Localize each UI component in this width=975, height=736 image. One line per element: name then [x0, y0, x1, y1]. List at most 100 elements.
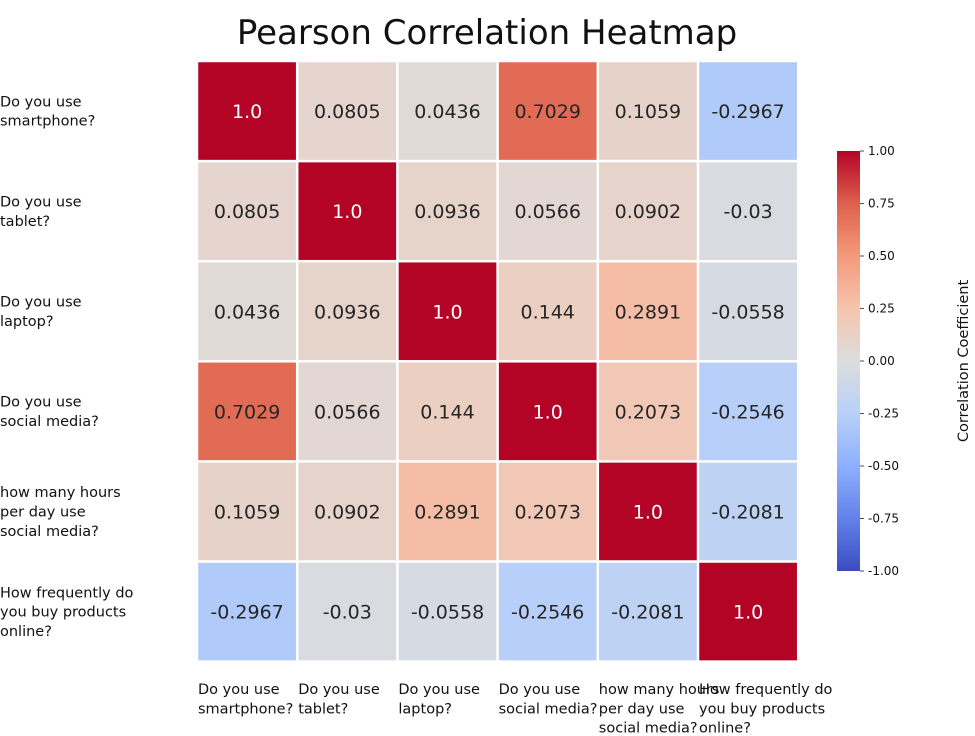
cell-value-label: -0.2967 [210, 602, 283, 624]
heatmap-cell [298, 562, 397, 661]
cell-value-label: 0.144 [520, 301, 574, 323]
colorbar-tick-label: -0.50 [868, 459, 899, 473]
cell-value-label: 0.2891 [414, 501, 480, 523]
column-label: Do you use smartphone? [198, 682, 293, 717]
heatmap-cell [498, 462, 597, 561]
cell-value-label: -0.2546 [711, 401, 784, 423]
heatmap-cell [398, 362, 497, 461]
colorbar-tick-label: 1.00 [868, 144, 895, 158]
colorbar-label: Correlation Coefficient [956, 280, 972, 443]
cell-value-label: 1.0 [432, 301, 462, 323]
colorbar-tick-label: 0.50 [868, 249, 895, 263]
heatmap-cell [398, 462, 497, 561]
colorbar-tick-label: -1.00 [868, 564, 899, 578]
heatmap-cell [498, 562, 597, 661]
row-label: Do you use social media? [0, 395, 99, 430]
heatmap-cell [699, 462, 797, 561]
heatmap-cell [198, 562, 296, 661]
heatmap-cell [699, 562, 797, 661]
heatmap-cell [599, 562, 697, 661]
row-label: how many hours per day use social media? [0, 485, 121, 540]
colorbar-ticks: 1.00 0.75 0.50 0.25 0.00 -0.25 -0.50 -0.75 -1.00 [860, 144, 899, 578]
cell-value-label: 0.2073 [615, 401, 681, 423]
heatmap-cell [599, 362, 697, 461]
cell-value-label: 0.1059 [615, 101, 681, 123]
heatmap-cell [498, 362, 597, 461]
cell-value-label: 0.7029 [214, 401, 280, 423]
column-label: Do you use laptop? [398, 682, 480, 717]
cell-value-label: 1.0 [332, 201, 362, 223]
cell-value-label: -0.2081 [711, 501, 784, 523]
heatmap-cell [599, 62, 697, 160]
cell-value-label: 0.0566 [514, 201, 580, 223]
colorbar-tick-label: 0.75 [868, 197, 895, 211]
cell-value-label: 0.0936 [314, 301, 380, 323]
cell-value-label: -0.0558 [411, 602, 484, 624]
heatmap-cell [298, 262, 397, 361]
heatmap-cell [599, 262, 697, 361]
heatmap-cells: 1.0 0.0805 0.0436 0.7029 0.1059 -0.2967 0.0805… [198, 62, 797, 661]
row-label: Do you use tablet? [0, 195, 82, 230]
cell-value-label: 0.0936 [414, 201, 480, 223]
heatmap-cell [398, 162, 497, 260]
heatmap-cell [398, 562, 497, 661]
colorbar-gradient [837, 151, 860, 571]
row-labels: Do you use smartphone? Do you use tablet? Do… [0, 94, 134, 639]
cell-value-label: 0.2891 [615, 301, 681, 323]
column-label: Do you use tablet? [298, 682, 380, 717]
cell-value-label: 0.1059 [214, 501, 280, 523]
heatmap-cell [298, 462, 397, 561]
cell-value-label: 0.2073 [514, 501, 580, 523]
heatmap-cell [699, 262, 797, 361]
cell-value-label: -0.2967 [711, 101, 784, 123]
column-label: Do you use social media? [499, 682, 598, 717]
heatmap-cell [298, 162, 397, 260]
colorbar-tick-label: 0.00 [868, 354, 895, 368]
heatmap-cell [198, 162, 296, 260]
cell-value-label: -0.03 [724, 201, 773, 223]
heatmap-cell [699, 162, 797, 260]
heatmap-cell [498, 262, 597, 361]
cell-value-label: 0.0902 [314, 501, 380, 523]
heatmap-cell [599, 162, 697, 260]
cell-value-label: -0.03 [323, 602, 372, 624]
column-label: How frequently do you buy products online? [699, 682, 833, 736]
cell-value-label: 0.0436 [214, 301, 280, 323]
cell-value-label: 1.0 [533, 401, 563, 423]
row-label: Do you use smartphone? [0, 94, 95, 129]
heatmap-cell [398, 62, 497, 160]
heatmap-cell [599, 462, 697, 561]
heatmap-cell [498, 62, 597, 160]
colorbar: 1.00 0.75 0.50 0.25 0.00 -0.25 -0.50 -0.75 -1.00… [837, 144, 972, 578]
cell-value-label: 0.0805 [314, 101, 380, 123]
heatmap-cell [198, 362, 296, 461]
cell-value-label: -0.2546 [511, 602, 584, 624]
heatmap-cell [198, 262, 296, 361]
cell-value-label: 0.0902 [615, 201, 681, 223]
heatmap-cell [699, 362, 797, 461]
cell-value-label: 0.144 [420, 401, 474, 423]
cell-value-label: -0.0558 [711, 301, 784, 323]
cell-value-label: 0.0436 [414, 101, 480, 123]
heatmap-cell [699, 62, 797, 160]
heatmap-cell [498, 162, 597, 260]
colorbar-tick-label: 0.25 [868, 302, 895, 316]
colorbar-tick-label: -0.25 [868, 407, 899, 421]
cell-value-label: 0.0805 [214, 201, 280, 223]
cell-value-label: -0.2081 [611, 602, 684, 624]
heatmap-cell [198, 462, 296, 561]
heatmap-cell [298, 62, 397, 160]
colorbar-tick-label: -0.75 [868, 512, 899, 526]
cell-value-label: 0.0566 [314, 401, 380, 423]
heatmap-cell [398, 262, 497, 361]
cell-value-label: 1.0 [633, 501, 663, 523]
cell-value-label: 1.0 [733, 602, 763, 624]
column-label: how many hours per day use social media? [599, 682, 720, 736]
heatmap-cell [198, 62, 296, 160]
column-labels: Do you use smartphone?Do you use tablet? Do… [198, 682, 833, 736]
row-label: Do you use laptop? [0, 295, 82, 330]
cell-value-label: 0.7029 [514, 101, 580, 123]
chart-title: Pearson Correlation Heatmap [237, 13, 737, 53]
heatmap-cell [298, 362, 397, 461]
